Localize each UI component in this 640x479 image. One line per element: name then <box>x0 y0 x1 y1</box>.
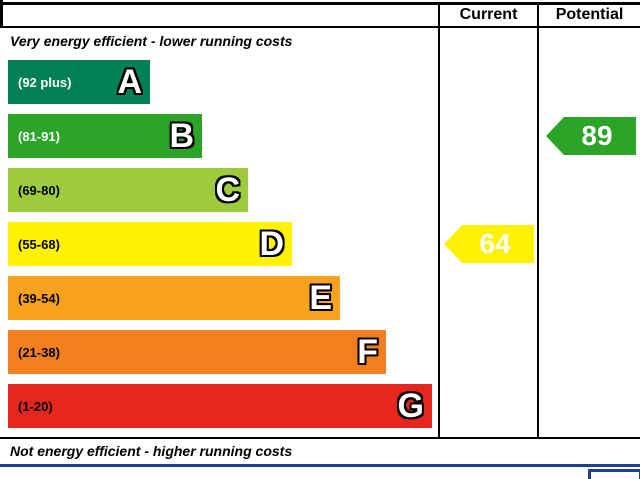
potential-column-header: Potential <box>555 5 624 23</box>
epc-band-d: (55-68) D <box>8 222 292 266</box>
band-range-label: (81-91) <box>18 128 60 144</box>
epc-band-g: (1-20) G <box>8 384 432 428</box>
band-range-label: (69-80) <box>18 182 60 198</box>
band-letter: F <box>357 333 378 371</box>
potential-rating-arrow: 89 <box>546 117 636 155</box>
chart-bottom-border <box>0 437 640 439</box>
bottom-caption: Not energy efficient - higher running co… <box>10 443 293 459</box>
epc-band-c: (69-80) C <box>8 168 248 212</box>
band-letter: C <box>215 171 240 209</box>
eu-directive-box-partial <box>588 469 640 479</box>
band-range-label: (1-20) <box>18 398 53 414</box>
header-underline <box>0 26 640 28</box>
potential-rating-arrow-value: 89 <box>581 120 613 151</box>
current-rating-arrow: 64 <box>444 225 534 263</box>
footer-divider <box>0 464 640 467</box>
epc-band-f: (21-38) F <box>8 330 386 374</box>
epc-band-b: (81-91) B <box>8 114 202 158</box>
left-border-stub <box>0 0 3 28</box>
current-rating-arrow-value: 64 <box>479 228 511 259</box>
top-border <box>0 2 640 5</box>
current-column-header: Current <box>459 5 518 23</box>
band-range-label: (92 plus) <box>18 74 72 90</box>
top-caption: Very energy efficient - lower running co… <box>10 33 293 49</box>
band-range-label: (55-68) <box>18 236 60 252</box>
current-column-divider <box>438 2 440 439</box>
band-range-label: (21-38) <box>18 344 60 360</box>
band-letter: A <box>117 63 142 101</box>
band-letter: B <box>169 117 194 155</box>
band-letter: E <box>309 279 332 317</box>
epc-band-a: (92 plus) A <box>8 60 150 104</box>
band-letter: D <box>259 225 284 263</box>
epc-band-e: (39-54) E <box>8 276 340 320</box>
potential-column-divider <box>537 2 539 439</box>
band-letter: G <box>397 387 424 425</box>
band-range-label: (39-54) <box>18 290 60 306</box>
